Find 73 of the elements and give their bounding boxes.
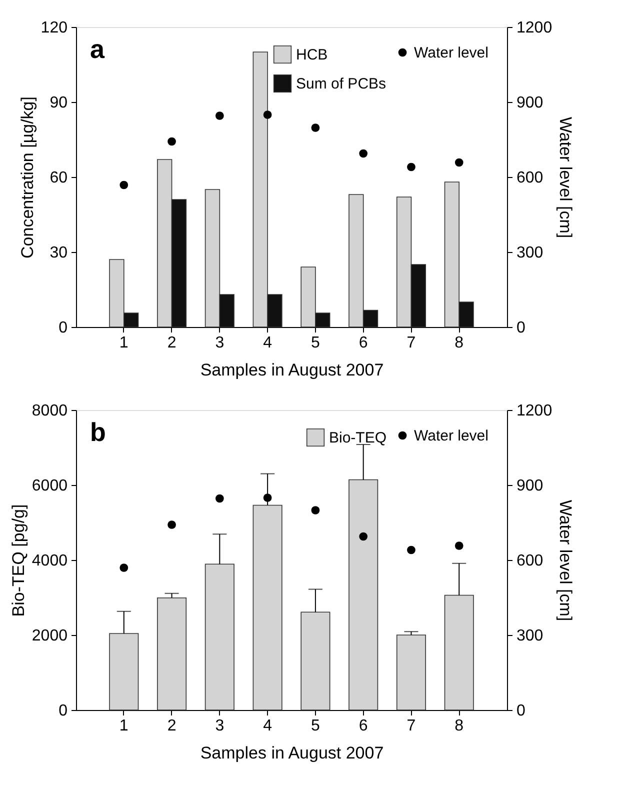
y-tick-label: 120 (40, 20, 68, 36)
y-tick-label: 30 (50, 244, 68, 262)
point (263, 494, 272, 502)
y-axis-title: Bio-TEQ [pg/g] (8, 504, 28, 617)
x-tick-label: 1 (119, 334, 128, 352)
y2-tick-label: 1200 (516, 402, 552, 420)
point (168, 137, 176, 146)
bar (157, 597, 187, 710)
point (359, 532, 368, 541)
x-tick-label: 6 (358, 718, 368, 734)
x-tick-label: 6 (358, 334, 368, 352)
x-axis-title: Samples in August 2007 (200, 360, 384, 380)
y2-tick-label: 600 (516, 552, 544, 570)
y2-tick-label: 300 (516, 244, 544, 262)
x-tick-label: 2 (167, 334, 176, 352)
x-axis-title: Samples in August 2007 (200, 744, 384, 762)
point (263, 110, 272, 119)
x-tick-label: 3 (215, 718, 224, 734)
x-tick-label: 4 (263, 718, 272, 734)
y-tick-label: 0 (58, 320, 68, 336)
y-tick-label: 6000 (32, 478, 68, 494)
point (454, 158, 464, 167)
x-tick-label: 1 (119, 718, 128, 734)
point (215, 112, 224, 120)
point (120, 180, 128, 190)
y2-tick-label: 600 (516, 170, 544, 186)
bar (348, 479, 378, 710)
x-tick-label: 4 (263, 334, 272, 352)
point (120, 564, 128, 572)
y2-axis-title: Water level [cm] (556, 500, 576, 622)
y2-tick-label: 1200 (516, 20, 552, 36)
x-tick-label: 8 (454, 334, 464, 352)
point (407, 546, 416, 554)
x-tick-label: 8 (454, 718, 464, 734)
y2-tick-label: 300 (516, 628, 544, 644)
point (311, 124, 320, 132)
y-tick-label: 4000 (32, 552, 68, 570)
point (168, 520, 176, 529)
x-tick-label: 7 (406, 718, 416, 734)
chart-title: a (90, 34, 105, 64)
legend-label: HCB (296, 46, 328, 64)
x-tick-label: 2 (167, 718, 176, 734)
y-tick-label: 90 (50, 94, 68, 112)
legend-label: Sum of PCBs (296, 76, 386, 92)
point (454, 542, 464, 550)
y2-tick-label: 900 (516, 94, 544, 112)
bar (252, 504, 282, 710)
bar (204, 564, 234, 710)
bar (396, 634, 426, 710)
y2-tick-label: 0 (516, 320, 526, 336)
point (359, 149, 368, 158)
legend-label: Water level (414, 428, 488, 444)
point (311, 506, 320, 514)
bar (109, 633, 139, 710)
y-axis-title: Concentration [µg/kg] (18, 96, 37, 258)
y-tick-label: 8000 (32, 402, 68, 420)
x-tick-label: 5 (310, 334, 320, 352)
x-tick-label: 5 (310, 718, 320, 734)
bar (444, 594, 474, 710)
bar (300, 612, 330, 710)
chart-title: b (90, 417, 106, 447)
point (215, 494, 224, 503)
y-tick-label: 0 (58, 702, 68, 720)
legend-label: Bio-TEQ (329, 430, 387, 446)
legend-label: Water level (414, 44, 488, 62)
y2-tick-label: 0 (516, 702, 526, 720)
y-tick-label: 2000 (32, 628, 68, 644)
y2-axis-title: Water level [cm] (556, 116, 576, 238)
y2-tick-label: 900 (516, 478, 544, 494)
y-tick-label: 60 (50, 170, 68, 186)
x-tick-label: 7 (406, 334, 416, 352)
point (407, 162, 416, 172)
x-tick-label: 3 (215, 334, 224, 352)
